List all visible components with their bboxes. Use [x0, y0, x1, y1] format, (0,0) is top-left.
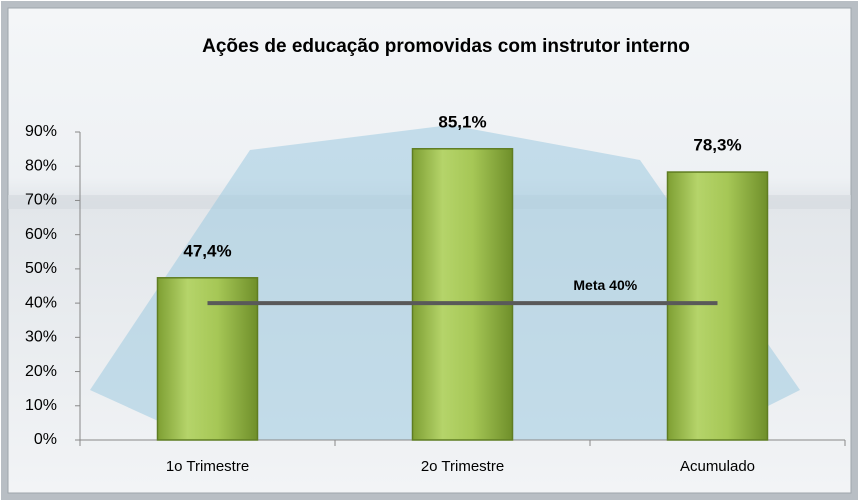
x-tick-label: Acumulado [680, 458, 755, 475]
x-tick-label: 2o Trimestre [421, 458, 504, 475]
y-tick-label: 30% [25, 329, 57, 346]
y-tick-label: 70% [25, 192, 57, 209]
value-label: 47,4% [183, 241, 231, 260]
bar [411, 148, 514, 441]
value-label: 85,1% [438, 112, 486, 131]
y-tick-label: 80% [25, 157, 57, 174]
y-tick-label: 40% [25, 294, 57, 311]
y-tick-label: 0% [34, 431, 57, 448]
y-tick-label: 20% [25, 363, 57, 380]
y-tick-label: 10% [25, 397, 57, 414]
target-label: Meta 40% [573, 277, 637, 293]
value-label: 78,3% [693, 136, 741, 155]
x-tick-label: 1o Trimestre [166, 458, 249, 475]
chart-title: Ações de educação promovidas com instrut… [202, 36, 690, 57]
y-tick-label: 50% [25, 260, 57, 277]
y-tick-label: 60% [25, 226, 57, 243]
bar [666, 171, 769, 441]
y-tick-label: 90% [25, 123, 57, 140]
